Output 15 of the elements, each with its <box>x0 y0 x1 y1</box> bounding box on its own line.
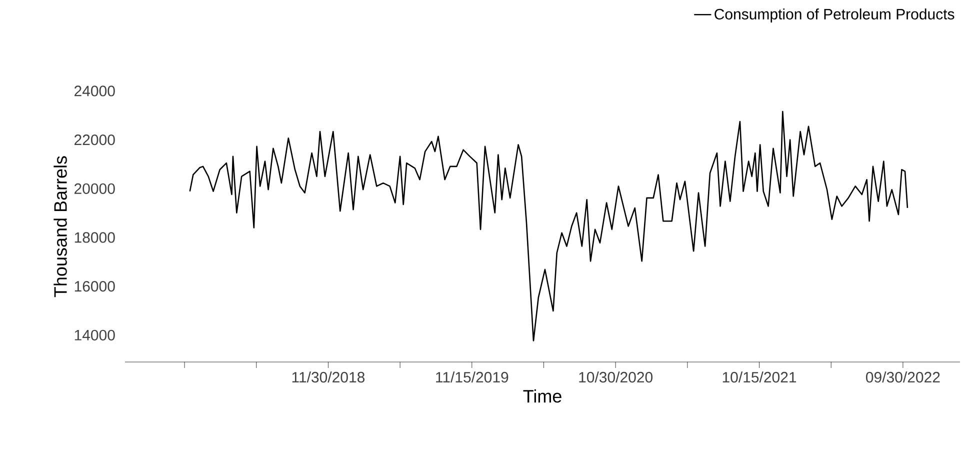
x-tick-label: 11/30/2018 <box>292 372 365 383</box>
x-tick-label: 10/15/2021 <box>722 372 796 383</box>
x-axis-title: Time <box>523 389 562 403</box>
y-tick-label: 16000 <box>74 281 115 292</box>
legend-label: Consumption of Petroleum Products <box>714 8 954 22</box>
y-tick-label: 20000 <box>74 183 115 194</box>
line-series <box>189 110 908 342</box>
x-tick-label: 10/30/2020 <box>579 372 653 383</box>
y-tick-label: 14000 <box>74 330 115 340</box>
y-tick-label: 22000 <box>74 134 115 146</box>
y-axis-title: Thousand Barrels <box>54 156 67 298</box>
y-tick-label: 24000 <box>74 86 115 96</box>
x-tick-label: 11/15/2019 <box>436 372 508 383</box>
x-tick-label: 09/30/2022 <box>866 372 940 383</box>
y-tick-label: 18000 <box>74 232 115 243</box>
